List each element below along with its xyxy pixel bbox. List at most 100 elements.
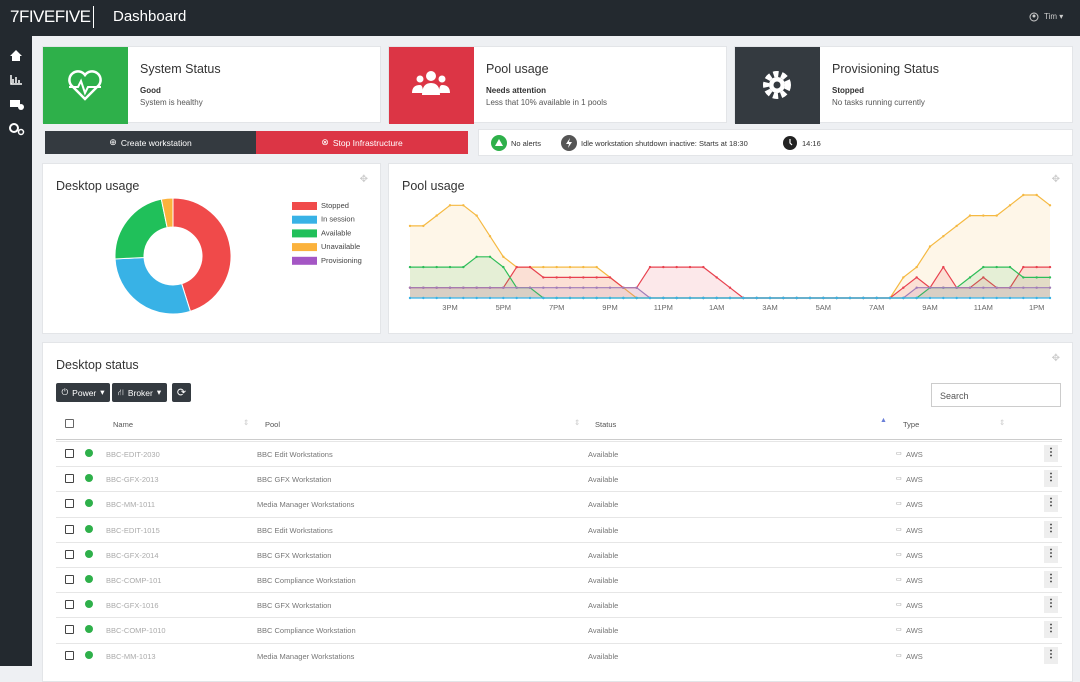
name-cell[interactable]: BBC-GFX-1016	[106, 601, 159, 611]
dropdown-label[interactable]: Broker	[127, 387, 153, 398]
row-checkbox[interactable]	[65, 474, 74, 484]
search-placeholder[interactable]: Search	[940, 391, 969, 401]
select-all-checkbox[interactable]	[65, 419, 74, 428]
kebab-menu[interactable]: ⋮	[1044, 621, 1058, 639]
kebab-menu[interactable]: ⋮	[1044, 545, 1058, 563]
user-name[interactable]: Tim	[1044, 12, 1058, 21]
status-cell: Available	[588, 475, 619, 485]
sidebar-icons	[9, 50, 25, 136]
card-title: Provisioning Status	[832, 62, 940, 76]
idle-icon	[561, 135, 577, 151]
status-cell: Available	[588, 651, 619, 661]
kebab-menu[interactable]: ⋮	[1044, 445, 1058, 462]
search-input[interactable]: Search	[931, 383, 1061, 407]
row-checkbox[interactable]	[65, 449, 74, 458]
type-cell: AWS	[906, 500, 923, 510]
status-card: System Status Good System is healthy	[42, 46, 381, 124]
start-button[interactable]	[85, 575, 93, 583]
logo[interactable]: 7FIVEFIVE	[10, 6, 94, 28]
home-icon[interactable]	[10, 50, 22, 61]
status-cell: Available	[588, 525, 619, 535]
name-cell[interactable]: BBC-MM-1013	[106, 651, 156, 661]
type-icon: ▭	[896, 476, 902, 483]
type-cell: AWS	[906, 651, 923, 661]
row-checkbox[interactable]	[65, 499, 74, 509]
column-header[interactable]: Pool	[265, 420, 281, 429]
start-button[interactable]	[85, 449, 93, 457]
alert-text: No alerts	[511, 139, 542, 148]
pool-cell: BBC GFX Workstation	[257, 550, 332, 560]
start-button[interactable]	[85, 600, 93, 609]
type-cell: AWS	[906, 550, 923, 560]
kebab-menu[interactable]: ⋮	[1044, 596, 1058, 614]
table-header: Name Pool Status Type ⇕ ⇕ ▲ ⇕	[56, 412, 1062, 440]
table-title: Desktop status	[56, 358, 139, 372]
name-cell[interactable]: BBC-GFX-2014	[106, 550, 159, 560]
name-cell[interactable]: BBC-COMP-101	[106, 576, 162, 585]
chart-icon[interactable]	[10, 75, 22, 85]
power-dropdown[interactable]: ⏻ Power ▾	[56, 383, 110, 402]
row-checkbox[interactable]	[65, 625, 74, 635]
kebab-menu[interactable]: ⋮	[1044, 520, 1058, 538]
top-bar: 7FIVEFIVE Dashboard Tim ▾	[0, 0, 1080, 36]
start-button[interactable]	[85, 474, 93, 483]
card-icon-box	[43, 47, 128, 124]
drag-handle[interactable]: ✥	[359, 174, 368, 185]
drag-handle[interactable]: ✥	[1051, 174, 1060, 185]
pool-usage-card: Pool usage ✥	[388, 163, 1073, 334]
kebab-menu[interactable]: ⋮	[1044, 470, 1058, 488]
settings-icon[interactable]	[9, 123, 19, 133]
header-rule	[56, 439, 1062, 440]
name-cell[interactable]: BBC-COMP-1010	[106, 626, 166, 636]
column-header[interactable]: Status	[595, 420, 617, 429]
name-cell[interactable]: BBC-EDIT-2030	[106, 450, 160, 459]
start-button[interactable]	[85, 499, 93, 508]
type-cell: AWS	[906, 450, 923, 459]
start-button[interactable]	[85, 524, 93, 533]
row-checkbox[interactable]	[65, 549, 74, 559]
name-cell[interactable]: BBC-MM-1011	[106, 500, 156, 510]
dropdown-label[interactable]: Power	[72, 387, 97, 398]
card-icon-box	[389, 47, 474, 124]
refresh-button[interactable]: ⟳	[172, 383, 191, 402]
users-icon	[412, 71, 450, 95]
type-cell: AWS	[906, 576, 923, 585]
name-cell[interactable]: BBC-EDIT-1015	[106, 525, 160, 535]
alert-icon	[491, 135, 507, 151]
column-header[interactable]: Name	[113, 420, 134, 429]
settings-icon-small	[17, 128, 25, 136]
clock-icon	[783, 136, 797, 150]
workstation-icon[interactable]	[10, 100, 20, 107]
drag-handle[interactable]: ✥	[1051, 353, 1060, 364]
row-checkbox[interactable]	[65, 600, 74, 610]
status-cell: Available	[588, 626, 619, 636]
type-icon: ▭	[896, 451, 902, 457]
type-icon: ▭	[896, 551, 902, 558]
kebab-menu[interactable]: ⋮	[1044, 646, 1058, 664]
row-checkbox[interactable]	[65, 575, 74, 584]
row-checkbox[interactable]	[65, 650, 74, 660]
row-checkbox[interactable]	[65, 524, 74, 534]
pool-cell: BBC Edit Workstations	[257, 450, 333, 459]
kebab-menu[interactable]: ⋮	[1044, 495, 1058, 513]
stop-button[interactable]: ⊗ Stop Infrastructure	[256, 131, 468, 154]
start-button[interactable]	[85, 549, 93, 558]
name-cell[interactable]: BBC-GFX-2013	[106, 475, 159, 485]
sort-icon[interactable]: ⇕	[243, 418, 250, 427]
broker-dropdown[interactable]: ⛙ Broker ▾	[112, 383, 167, 402]
sort-icon[interactable]: ⇕	[574, 418, 581, 427]
user-menu[interactable]: Tim ▾	[1044, 12, 1064, 21]
button-label[interactable]: Stop Infrastructure	[332, 137, 403, 148]
column-header[interactable]: Type	[903, 420, 920, 429]
create-button[interactable]: ⊕ Create workstation	[45, 131, 256, 154]
start-button[interactable]	[85, 650, 93, 659]
chart-title: Pool usage	[402, 179, 465, 193]
button-label[interactable]: Create workstation	[120, 137, 192, 148]
card-title: System Status	[140, 62, 221, 76]
sort-icon-active[interactable]: ▲	[880, 417, 887, 424]
status-card: Provisioning Status Stopped No tasks run…	[734, 46, 1073, 124]
sort-icon[interactable]: ⇕	[999, 418, 1006, 427]
start-button[interactable]	[85, 625, 93, 634]
kebab-menu[interactable]: ⋮	[1044, 571, 1058, 588]
pool-cell: Media Manager Workstations	[257, 651, 355, 661]
